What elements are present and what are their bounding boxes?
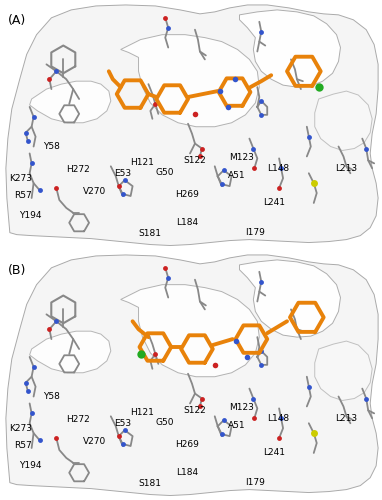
Text: L213: L213 — [335, 164, 357, 173]
Text: S122: S122 — [183, 406, 206, 415]
Text: R57: R57 — [14, 191, 32, 200]
Polygon shape — [30, 331, 111, 373]
Polygon shape — [240, 260, 340, 337]
Text: (B): (B) — [8, 264, 26, 277]
Text: H269: H269 — [175, 440, 199, 449]
Text: L184: L184 — [176, 468, 198, 477]
Text: S181: S181 — [138, 480, 161, 488]
Polygon shape — [6, 5, 378, 246]
Text: L148: L148 — [267, 414, 289, 423]
Text: S122: S122 — [183, 156, 206, 165]
Text: Y194: Y194 — [19, 461, 42, 470]
Polygon shape — [121, 284, 259, 376]
Text: R57: R57 — [14, 441, 32, 450]
Polygon shape — [315, 341, 372, 400]
Polygon shape — [30, 81, 111, 123]
Polygon shape — [315, 91, 372, 150]
Text: L213: L213 — [335, 414, 357, 423]
Text: H272: H272 — [66, 165, 89, 174]
Text: H269: H269 — [175, 190, 199, 199]
Polygon shape — [121, 34, 259, 126]
Text: L184: L184 — [176, 218, 198, 227]
Text: V270: V270 — [83, 188, 106, 196]
Text: S181: S181 — [138, 230, 161, 238]
Text: Y58: Y58 — [43, 392, 60, 400]
Text: H121: H121 — [130, 158, 154, 166]
Text: (A): (A) — [8, 14, 26, 27]
Text: Y194: Y194 — [19, 211, 42, 220]
Text: M123: M123 — [230, 404, 254, 412]
Text: E53: E53 — [114, 419, 131, 428]
Text: G50: G50 — [155, 418, 174, 426]
Text: G50: G50 — [155, 168, 174, 176]
Text: K273: K273 — [9, 424, 32, 432]
Text: L241: L241 — [263, 198, 285, 207]
Text: H121: H121 — [130, 408, 154, 416]
Text: I179: I179 — [245, 478, 265, 487]
Text: M123: M123 — [230, 154, 254, 162]
Text: L241: L241 — [263, 448, 285, 458]
Text: K273: K273 — [9, 174, 32, 182]
Text: I179: I179 — [245, 228, 265, 237]
Polygon shape — [6, 255, 378, 496]
Polygon shape — [240, 10, 340, 87]
Text: A51: A51 — [228, 171, 245, 180]
Text: L148: L148 — [267, 164, 289, 173]
Text: E53: E53 — [114, 169, 131, 178]
Text: Y58: Y58 — [43, 142, 60, 150]
Text: A51: A51 — [228, 421, 245, 430]
Text: H272: H272 — [66, 415, 89, 424]
Text: V270: V270 — [83, 438, 106, 446]
